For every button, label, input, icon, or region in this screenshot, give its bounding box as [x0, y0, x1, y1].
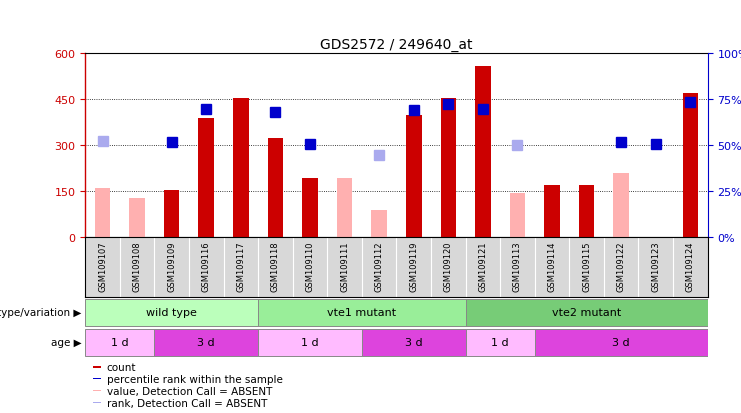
Text: GSM109111: GSM109111: [340, 241, 349, 291]
Text: GSM109124: GSM109124: [686, 241, 695, 291]
Bar: [154, 329, 258, 356]
Text: GSM109108: GSM109108: [133, 241, 142, 292]
Title: GDS2572 / 249640_at: GDS2572 / 249640_at: [320, 38, 473, 52]
Bar: [614, 173, 629, 238]
Text: GSM109122: GSM109122: [617, 241, 625, 291]
Bar: [535, 329, 708, 356]
Text: 3 d: 3 d: [405, 337, 422, 347]
Bar: [258, 299, 465, 326]
Text: percentile rank within the sample: percentile rank within the sample: [107, 374, 282, 384]
Bar: [362, 329, 465, 356]
Bar: [85, 299, 258, 326]
Bar: [371, 210, 387, 238]
Text: GSM109113: GSM109113: [513, 241, 522, 292]
Text: GSM109123: GSM109123: [651, 241, 660, 292]
Bar: [268, 138, 283, 238]
Text: GSM109107: GSM109107: [98, 241, 107, 292]
Bar: [465, 299, 708, 326]
Bar: [475, 66, 491, 238]
Text: vte2 mutant: vte2 mutant: [552, 307, 621, 317]
Text: vte1 mutant: vte1 mutant: [328, 307, 396, 317]
Bar: [544, 186, 559, 238]
Bar: [406, 115, 422, 238]
Text: value, Detection Call = ABSENT: value, Detection Call = ABSENT: [107, 386, 272, 396]
Text: GSM109116: GSM109116: [202, 241, 210, 292]
Bar: [440, 99, 456, 238]
Bar: [258, 329, 362, 356]
Text: GSM109121: GSM109121: [479, 241, 488, 291]
Text: GSM109114: GSM109114: [548, 241, 556, 291]
Bar: [93, 366, 101, 368]
Bar: [510, 193, 525, 238]
Bar: [93, 378, 101, 380]
Text: GSM109112: GSM109112: [375, 241, 384, 291]
Bar: [129, 198, 144, 238]
Bar: [336, 178, 352, 238]
Text: GSM109120: GSM109120: [444, 241, 453, 291]
Bar: [164, 190, 179, 238]
Text: GSM109110: GSM109110: [305, 241, 314, 291]
Text: 1 d: 1 d: [111, 337, 129, 347]
Text: GSM109118: GSM109118: [271, 241, 280, 292]
Text: GSM109117: GSM109117: [236, 241, 245, 292]
Bar: [579, 186, 594, 238]
Text: count: count: [107, 362, 136, 372]
Bar: [93, 390, 101, 392]
Text: 1 d: 1 d: [491, 337, 509, 347]
Text: GSM109119: GSM109119: [409, 241, 418, 291]
Bar: [93, 402, 101, 403]
Text: 1 d: 1 d: [301, 337, 319, 347]
Bar: [95, 189, 110, 238]
Text: GSM109109: GSM109109: [167, 241, 176, 291]
Text: rank, Detection Call = ABSENT: rank, Detection Call = ABSENT: [107, 398, 267, 408]
Bar: [465, 329, 535, 356]
Bar: [302, 178, 318, 238]
Bar: [233, 99, 248, 238]
Bar: [682, 94, 698, 238]
Bar: [85, 329, 154, 356]
Bar: [199, 119, 214, 238]
Text: 3 d: 3 d: [197, 337, 215, 347]
Text: wild type: wild type: [146, 307, 197, 317]
Text: age ▶: age ▶: [51, 337, 82, 347]
Text: 3 d: 3 d: [612, 337, 630, 347]
Text: genotype/variation ▶: genotype/variation ▶: [0, 308, 82, 318]
Text: GSM109115: GSM109115: [582, 241, 591, 291]
